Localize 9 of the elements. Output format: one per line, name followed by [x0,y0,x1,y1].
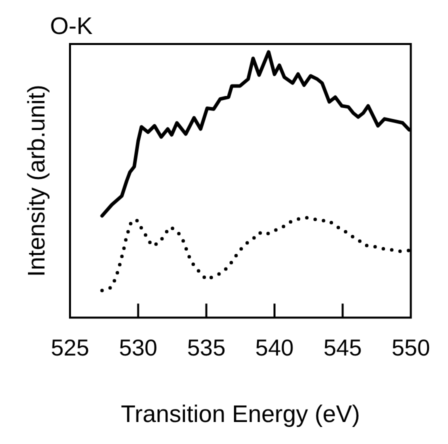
x-tick-label: 535 [187,334,226,361]
x-tick-label: 545 [323,334,362,361]
x-tick-label: 550 [392,334,430,361]
x-tick-label: 530 [118,334,158,361]
chart-title: O-K [50,13,93,40]
y-axis-title: Intensity (arb.unit) [24,84,51,277]
x-tick-label: 540 [255,334,294,361]
x-axis-title: Transition Energy (eV) [120,401,360,428]
x-tick-label: 525 [50,334,90,361]
